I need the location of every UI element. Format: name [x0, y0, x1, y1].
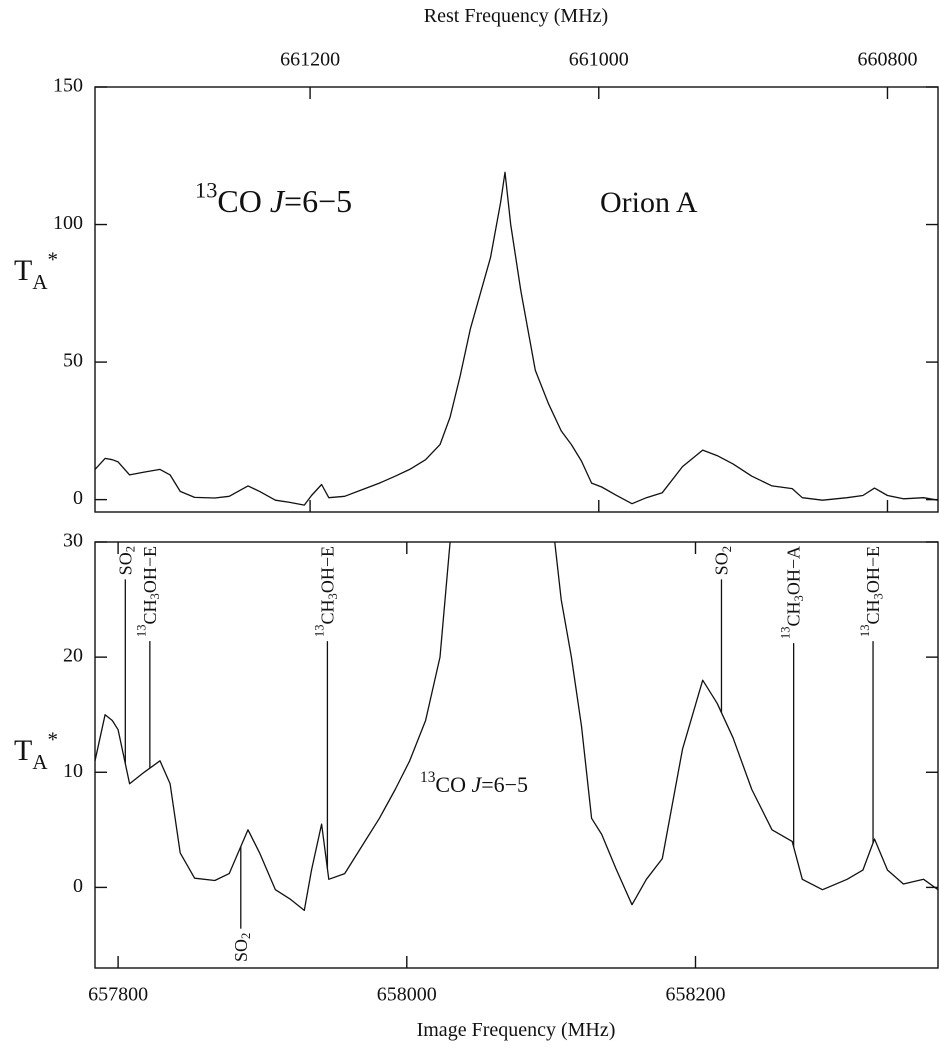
text-part: 3 — [148, 593, 162, 599]
text-part: OH−E — [140, 546, 160, 593]
text-part: 13 — [135, 624, 149, 637]
line-label: SO2 — [231, 933, 253, 962]
text-part: 2 — [124, 546, 138, 552]
text-part: CH — [863, 599, 883, 624]
annotation: Orion A — [600, 186, 698, 219]
text-part: OH−E — [317, 546, 337, 593]
text-part: 13 — [858, 624, 872, 637]
text-part: CH — [317, 599, 337, 624]
text-part: OH−A — [784, 546, 804, 595]
x-tick-label: 657800 — [88, 984, 148, 1006]
y-tick-label: 20 — [63, 645, 83, 667]
line-label: SO2 — [115, 546, 137, 575]
y-axis-title: TA* — [14, 248, 58, 295]
y-tick-label: 100 — [53, 212, 83, 234]
x-axis-title: Image Frequency (MHz) — [417, 1019, 616, 1041]
plot-frame — [94, 86, 939, 513]
text-part: * — [48, 728, 59, 752]
text-part: 13 — [420, 769, 436, 786]
line-label: 13CH3OH−E — [312, 546, 340, 637]
text-part: T — [14, 254, 32, 287]
y-axis-title: TA* — [14, 728, 58, 775]
line-label: SO2 — [711, 546, 733, 575]
x2-tick-label: 661200 — [280, 49, 340, 71]
y-tick-label: 30 — [63, 530, 83, 552]
text-part: CH — [784, 601, 804, 626]
annotation: 13CO J=6−5 — [195, 178, 352, 219]
text-part: A — [32, 270, 48, 294]
text-part: SO — [115, 552, 135, 575]
x2-axis-title: Rest Frequency (MHz) — [424, 5, 608, 27]
annotation: 13CO J=6−5 — [420, 769, 528, 797]
text-part: 2 — [239, 933, 253, 939]
line-label: 13CH3OH−E — [135, 546, 163, 637]
y-tick-label: 0 — [73, 875, 83, 897]
x2-tick-label: 660800 — [857, 49, 917, 71]
text-part: * — [48, 248, 59, 272]
y-tick-label: 0 — [73, 487, 83, 509]
text-part: 13 — [312, 624, 326, 637]
spectrum-line — [95, 542, 938, 912]
spectrum-line — [95, 171, 938, 506]
text-part: CO — [217, 183, 269, 219]
x2-tick-label: 661000 — [569, 49, 629, 71]
line-label: 13CH3OH−A — [779, 546, 807, 639]
text-part: 3 — [792, 595, 806, 601]
text-part: SO — [711, 552, 731, 575]
text-part: =6−5 — [284, 183, 352, 219]
text-part: J — [270, 183, 286, 219]
y-tick-label: 50 — [63, 350, 83, 372]
line-label: 13CH3OH−E — [858, 546, 886, 637]
text-part: 3 — [326, 593, 340, 599]
text-part: SO — [231, 939, 251, 962]
text-part: CH — [140, 599, 160, 624]
text-part: =6−5 — [481, 772, 528, 797]
text-part: CO — [435, 772, 471, 797]
x-tick-label: 658000 — [377, 984, 437, 1006]
plot-frame — [94, 541, 939, 969]
text-part: 3 — [871, 593, 885, 599]
x-tick-label: 658200 — [665, 984, 725, 1006]
text-part: T — [14, 734, 32, 767]
text-part: 13 — [779, 626, 793, 639]
y-tick-label: 10 — [63, 760, 83, 782]
text-part: A — [32, 750, 48, 774]
text-part: J — [471, 772, 482, 797]
text-part: 13 — [195, 178, 217, 203]
text-part: Orion A — [600, 186, 698, 219]
text-part: 2 — [720, 546, 734, 552]
y-tick-label: 150 — [53, 75, 83, 97]
text-part: OH−E — [863, 546, 883, 593]
